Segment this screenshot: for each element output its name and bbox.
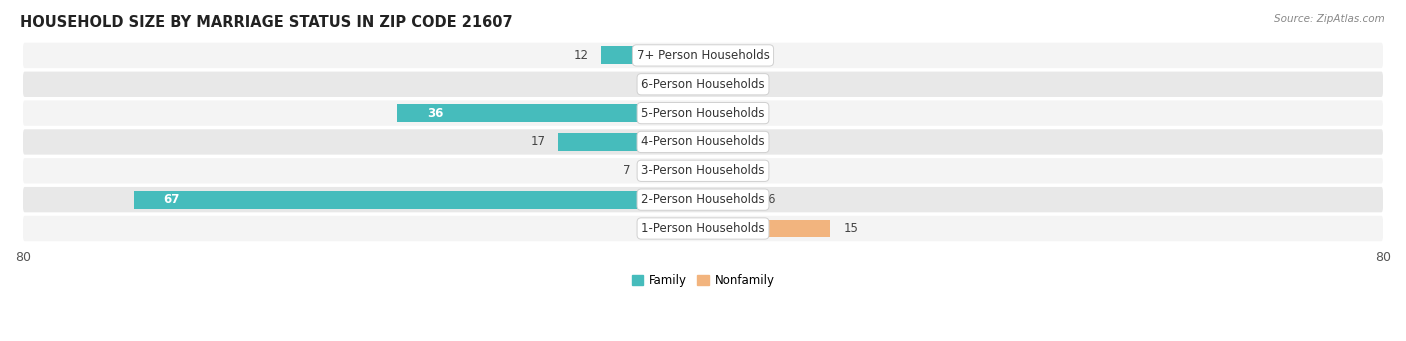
Bar bbox=[703, 191, 754, 209]
Text: 0: 0 bbox=[720, 78, 727, 91]
Bar bbox=[558, 133, 703, 151]
FancyBboxPatch shape bbox=[22, 72, 1384, 97]
Text: 0: 0 bbox=[720, 107, 727, 120]
Text: 6-Person Households: 6-Person Households bbox=[641, 78, 765, 91]
Text: 3-Person Households: 3-Person Households bbox=[641, 164, 765, 177]
Text: 7+ Person Households: 7+ Person Households bbox=[637, 49, 769, 62]
Text: 1-Person Households: 1-Person Households bbox=[641, 222, 765, 235]
Text: HOUSEHOLD SIZE BY MARRIAGE STATUS IN ZIP CODE 21607: HOUSEHOLD SIZE BY MARRIAGE STATUS IN ZIP… bbox=[20, 15, 513, 30]
Text: 0: 0 bbox=[720, 164, 727, 177]
Text: 5-Person Households: 5-Person Households bbox=[641, 107, 765, 120]
Bar bbox=[134, 191, 703, 209]
FancyBboxPatch shape bbox=[22, 158, 1384, 183]
Text: 4-Person Households: 4-Person Households bbox=[641, 135, 765, 148]
Bar bbox=[396, 104, 703, 122]
Text: 67: 67 bbox=[163, 193, 180, 206]
Bar bbox=[703, 220, 831, 237]
FancyBboxPatch shape bbox=[22, 100, 1384, 126]
Bar bbox=[644, 162, 703, 180]
Bar bbox=[600, 46, 703, 64]
Text: 12: 12 bbox=[574, 49, 588, 62]
Text: 36: 36 bbox=[427, 107, 443, 120]
Text: 15: 15 bbox=[844, 222, 858, 235]
Text: 17: 17 bbox=[530, 135, 546, 148]
Text: Source: ZipAtlas.com: Source: ZipAtlas.com bbox=[1274, 14, 1385, 24]
Text: 0: 0 bbox=[720, 49, 727, 62]
FancyBboxPatch shape bbox=[22, 187, 1384, 212]
Text: 0: 0 bbox=[720, 135, 727, 148]
Text: 6: 6 bbox=[766, 193, 775, 206]
FancyBboxPatch shape bbox=[22, 216, 1384, 241]
Text: 7: 7 bbox=[623, 164, 631, 177]
Text: 0: 0 bbox=[679, 222, 686, 235]
Text: 2-Person Households: 2-Person Households bbox=[641, 193, 765, 206]
FancyBboxPatch shape bbox=[22, 43, 1384, 68]
Legend: Family, Nonfamily: Family, Nonfamily bbox=[627, 269, 779, 292]
FancyBboxPatch shape bbox=[22, 129, 1384, 155]
Text: 0: 0 bbox=[679, 78, 686, 91]
